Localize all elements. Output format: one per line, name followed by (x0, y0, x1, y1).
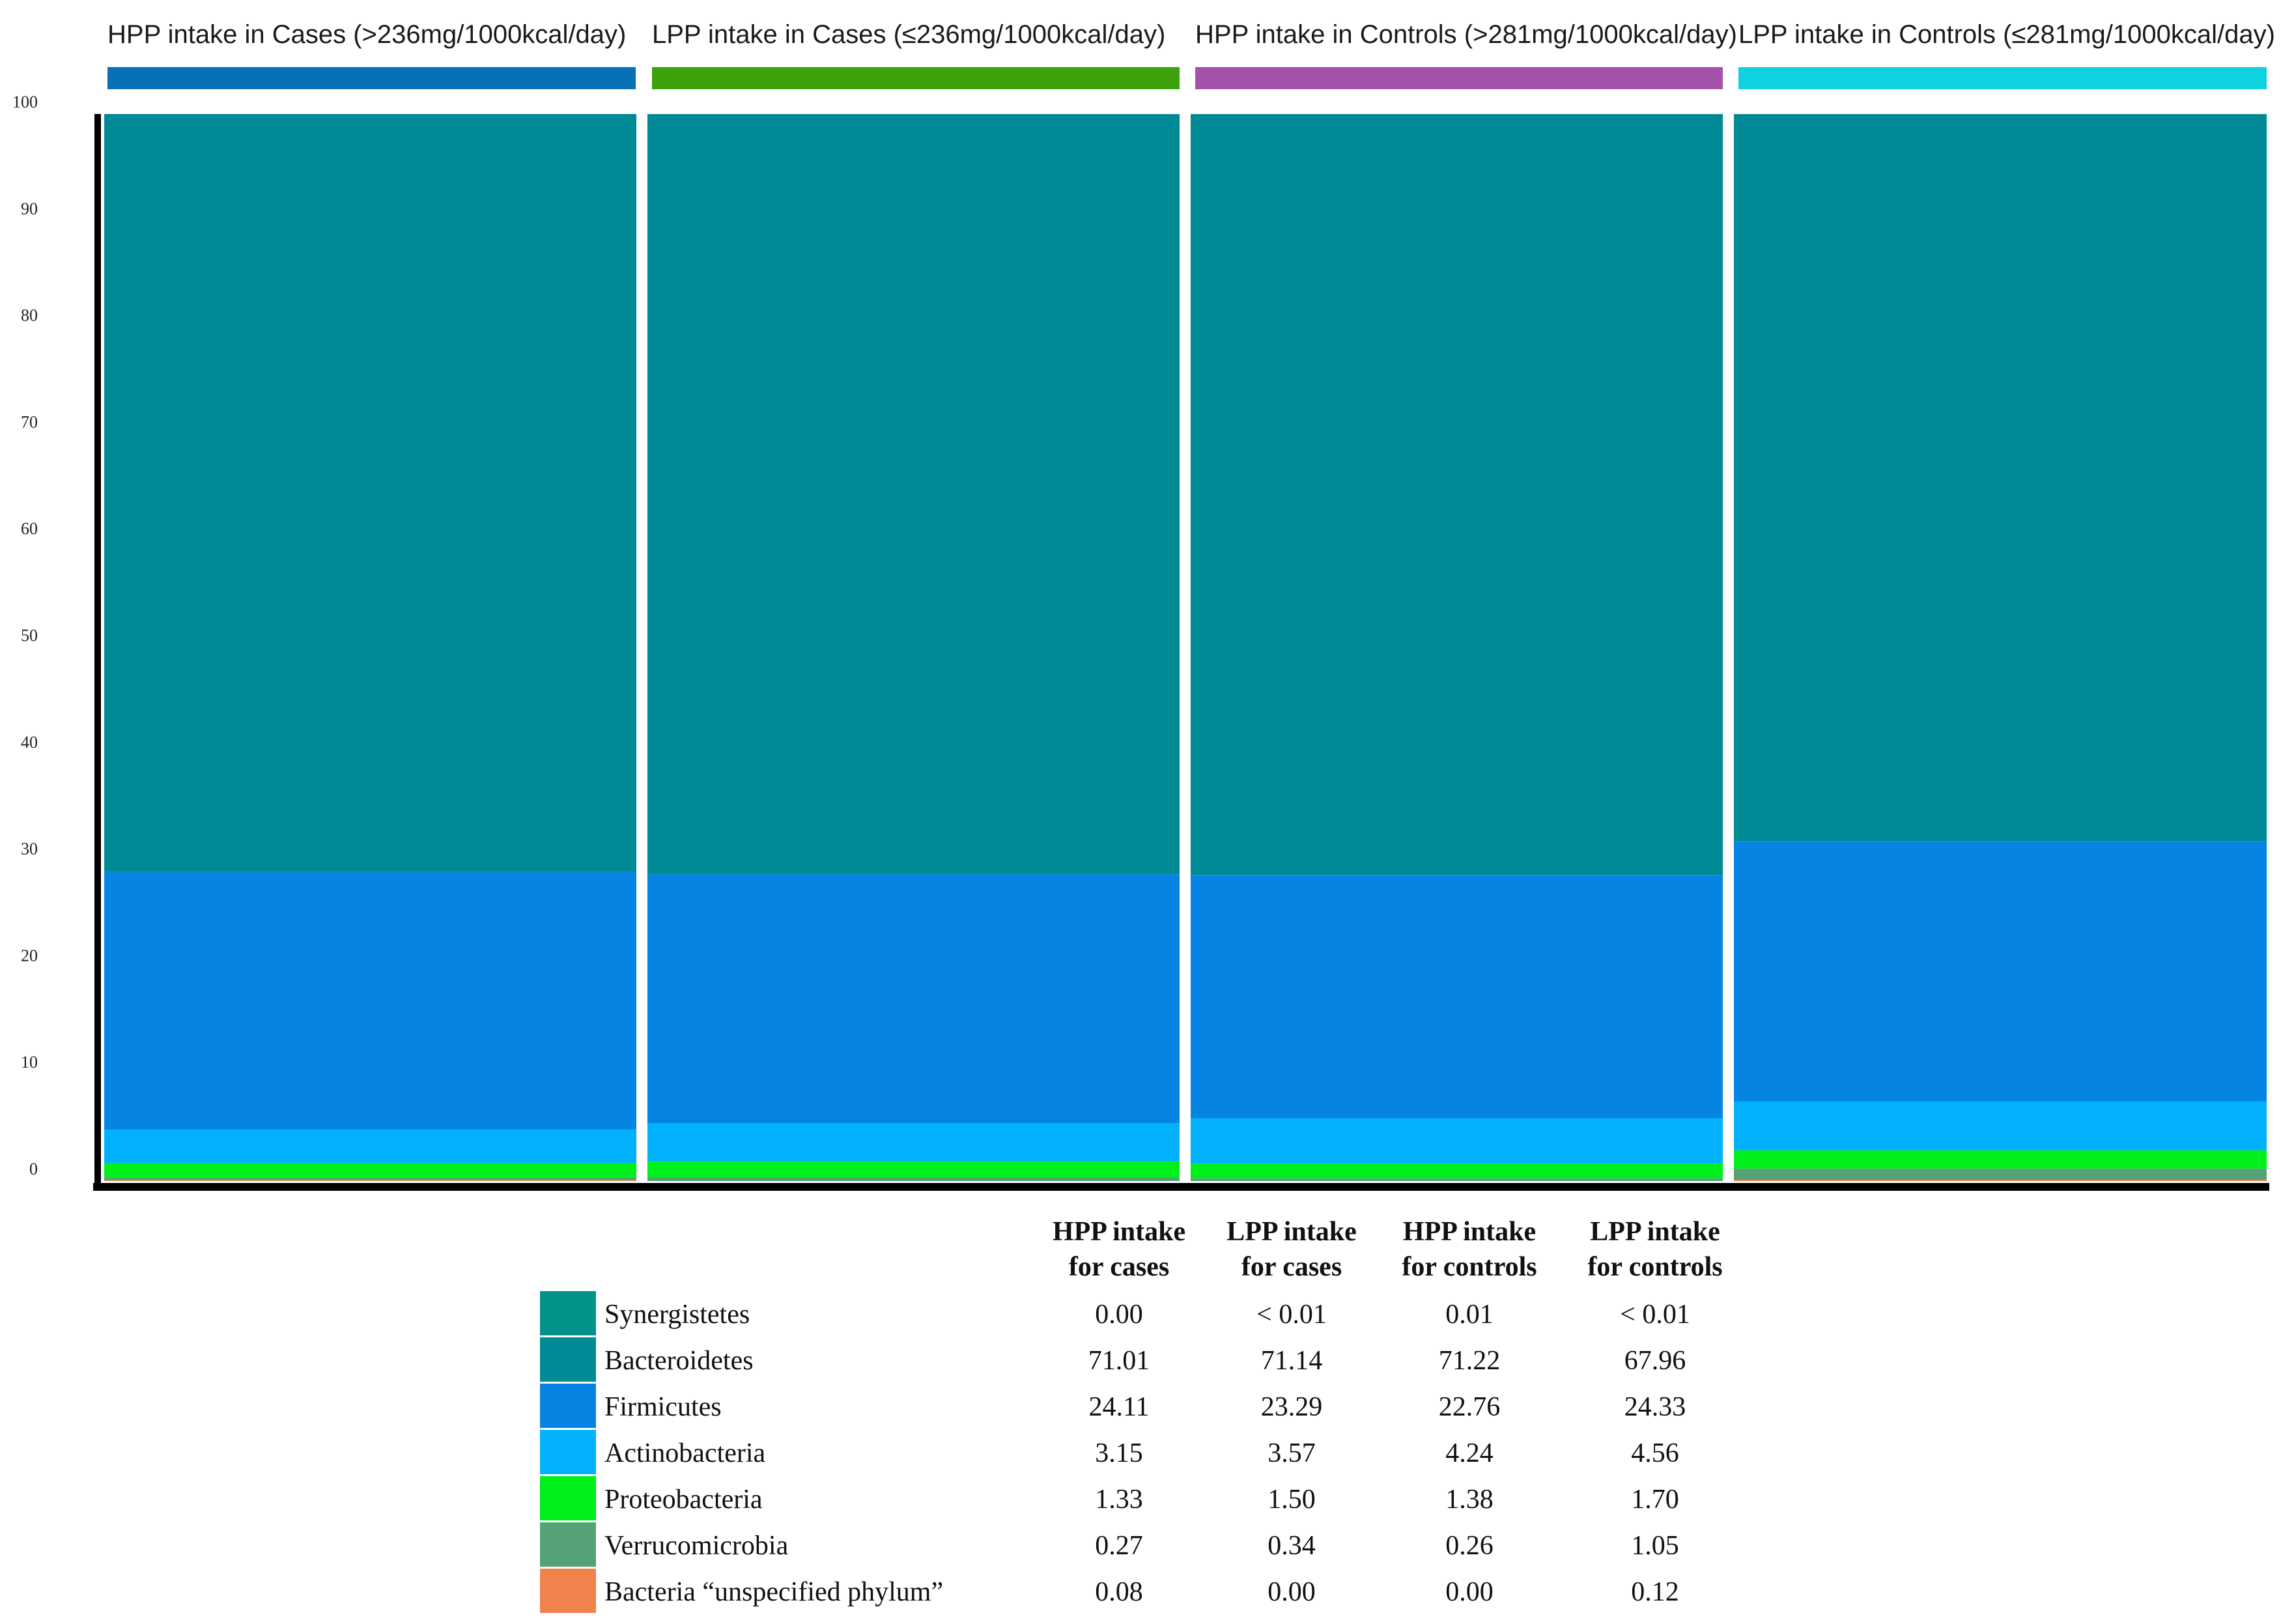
group-label: LPP intake in Controls (≤281mg/1000kcal/… (1738, 20, 2275, 49)
bar-segment (647, 874, 1180, 1124)
table-cell-value: 4.56 (1631, 1438, 1679, 1468)
table-cell-value: 1.38 (1445, 1485, 1494, 1515)
table-cell-value: 1.50 (1268, 1485, 1316, 1515)
table-cell-value: 24.11 (1089, 1392, 1150, 1422)
bar-segment (647, 114, 1180, 875)
legend-swatch (540, 1430, 596, 1474)
legend-label: Bacteroidetes (604, 1346, 754, 1376)
y-tick-label: 10 (21, 1053, 38, 1072)
table-cell-value: 3.57 (1268, 1438, 1316, 1468)
y-tick-label: 20 (21, 946, 38, 965)
bar-segment (104, 872, 636, 1130)
table-cell-value: 71.22 (1439, 1346, 1501, 1376)
table-cell-value: 0.26 (1445, 1531, 1494, 1561)
bar-segment (1191, 1163, 1723, 1178)
table-column-header: LPP intake (1226, 1217, 1357, 1247)
y-tick-label: 60 (21, 519, 38, 538)
table-cell-value: 24.33 (1624, 1392, 1686, 1422)
table-column-header: LPP intake (1590, 1217, 1720, 1247)
bar-segment (104, 1163, 636, 1178)
table-cell-value: 1.05 (1631, 1531, 1679, 1561)
bar-segment (104, 1180, 636, 1181)
table-cell-value: 71.01 (1088, 1346, 1150, 1376)
legend-label: Proteobacteria (604, 1485, 763, 1515)
bar-segment (1734, 1168, 2267, 1180)
bar-segment (1734, 1101, 2267, 1150)
bar-segment (1191, 114, 1723, 876)
bar-segment (647, 1177, 1180, 1181)
table-cell-value: 1.33 (1095, 1485, 1143, 1515)
bar-segment (1734, 114, 2267, 842)
legend-label: Bacteria “unspecified phylum” (604, 1577, 943, 1607)
legend-swatch (540, 1384, 596, 1428)
bar-segment (1734, 1150, 2267, 1169)
table-cell-value: 71.14 (1261, 1346, 1323, 1376)
table-cell-value: 22.76 (1439, 1392, 1501, 1422)
bar-segment (104, 114, 636, 872)
y-tick-label: 0 (29, 1160, 38, 1178)
y-tick-label: 90 (21, 199, 38, 218)
table-column-header: for cases (1069, 1252, 1169, 1282)
table-cell-value: 23.29 (1261, 1392, 1323, 1422)
table-cell-value: 0.00 (1445, 1577, 1494, 1607)
table-cell-value: 0.27 (1095, 1531, 1143, 1561)
table-cell-value: 0.08 (1095, 1577, 1143, 1607)
group-header-bar (652, 67, 1180, 89)
legend-label: Actinobacteria (604, 1438, 766, 1468)
y-tick-label: 30 (21, 840, 38, 859)
table-cell-value: 0.00 (1095, 1300, 1143, 1330)
legend-swatch (540, 1291, 596, 1335)
legend-label: Verrucomicrobia (604, 1531, 789, 1561)
bar-segment (104, 1129, 636, 1163)
y-tick-label: 80 (21, 306, 38, 325)
table-cell-value: 3.15 (1095, 1438, 1143, 1468)
y-tick-label: 100 (12, 93, 38, 111)
table-cell-value: 0.00 (1268, 1577, 1316, 1607)
group-label: HPP intake in Cases (>236mg/1000kcal/day… (107, 20, 626, 49)
legend-label: Firmicutes (604, 1392, 722, 1422)
y-tick-label: 70 (21, 412, 38, 431)
group-header-bar (1738, 67, 2267, 89)
legend-swatch (540, 1476, 596, 1520)
bar-segment (104, 1177, 636, 1180)
group-label: HPP intake in Controls (>281mg/1000kcal/… (1195, 20, 1737, 49)
table-cell-value: 0.34 (1268, 1531, 1316, 1561)
table-column-header: for controls (1587, 1252, 1722, 1282)
bar-segment (647, 1161, 1180, 1178)
y-tick-label: 50 (21, 626, 38, 645)
legend-swatch (540, 1522, 596, 1567)
group-header-bar (1195, 67, 1723, 89)
table-cell-value: 0.12 (1631, 1577, 1679, 1607)
legend-swatch (540, 1337, 596, 1382)
group-header-bar (107, 67, 636, 89)
table-column-header: HPP intake (1053, 1217, 1185, 1247)
y-tick-label: 40 (21, 733, 38, 752)
group-label: LPP intake in Cases (≤236mg/1000kcal/day… (652, 20, 1165, 49)
table-cell-value: < 0.01 (1256, 1300, 1327, 1330)
legend-swatch (540, 1569, 596, 1613)
table-cell-value: < 0.01 (1620, 1300, 1690, 1330)
bar-segment (647, 1123, 1180, 1161)
table-cell-value: 4.24 (1445, 1438, 1494, 1468)
table-column-header: for cases (1241, 1252, 1342, 1282)
table-column-header: for controls (1402, 1252, 1537, 1282)
table-cell-value: 0.01 (1445, 1300, 1494, 1330)
bar-segment (1191, 1118, 1723, 1164)
bar-segment (1191, 875, 1723, 1118)
bar-segment (1734, 841, 2267, 1102)
table-cell-value: 67.96 (1624, 1346, 1686, 1376)
bar-segment (1734, 1180, 2267, 1181)
legend-label: Synergistetes (604, 1300, 750, 1330)
bar-segment (1191, 1178, 1723, 1181)
table-column-header: HPP intake (1403, 1217, 1536, 1247)
table-cell-value: 1.70 (1631, 1485, 1679, 1515)
